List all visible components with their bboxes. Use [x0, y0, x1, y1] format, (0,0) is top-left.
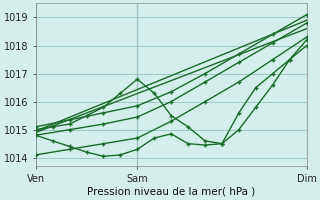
X-axis label: Pression niveau de la mer( hPa ): Pression niveau de la mer( hPa ) — [87, 187, 255, 197]
